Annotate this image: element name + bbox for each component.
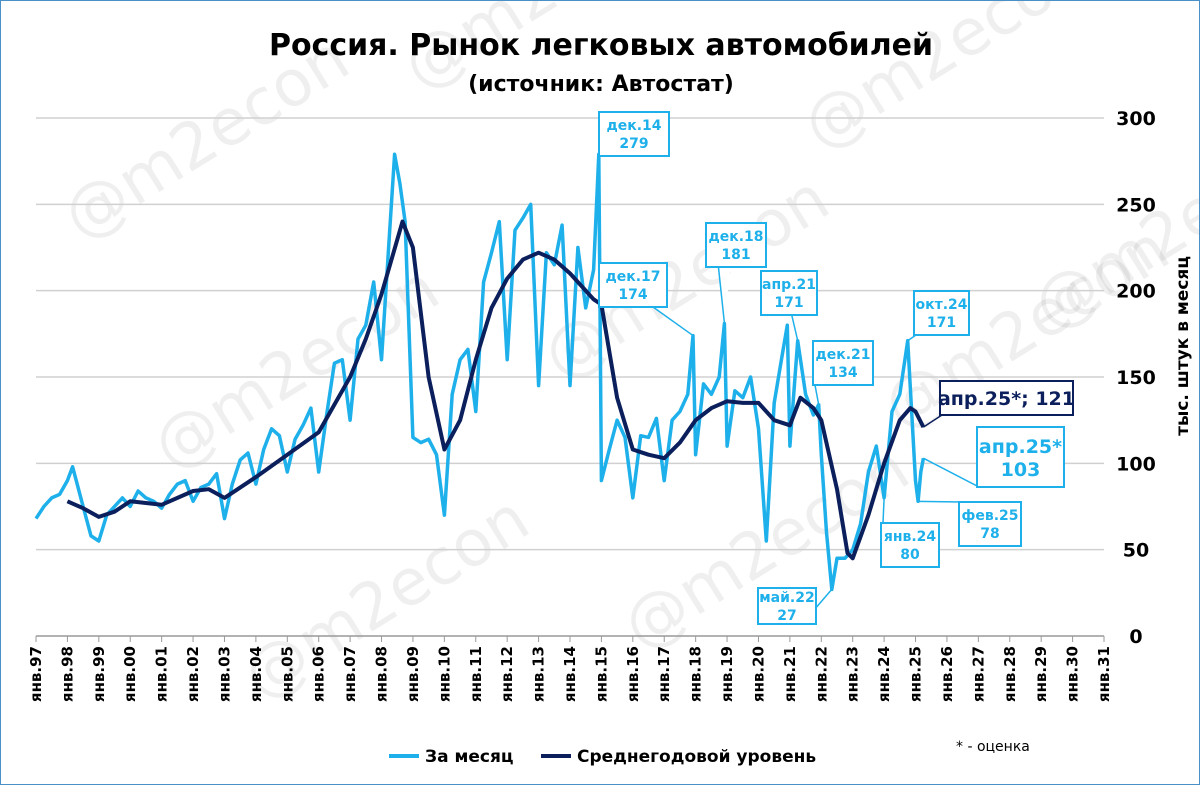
x-tick-label: янв.02 [184,646,202,702]
x-tick-label: янв.08 [373,646,391,702]
annotation-label: янв.24 [884,529,937,545]
x-tick-label: янв.98 [58,646,76,702]
annotation-box [757,587,817,625]
x-tick-label: янв.05 [278,646,296,702]
annotation-label: дек.18 [708,229,763,245]
y-tick-label: 50 [1123,540,1149,562]
annotation-label: окт.24 [915,297,967,313]
chart-subtitle: (источник: Автостат) [468,72,734,97]
annotation-box [705,222,767,268]
annotation-box [598,111,670,157]
x-tick-label: янв.03 [215,646,233,702]
x-tick-label: янв.25 [907,646,925,702]
x-tick-label: янв.22 [812,646,830,702]
annotation-label: апр.25*; 121 [938,388,1075,410]
x-tick-label: янв.27 [969,646,987,702]
annotation-value: 27 [777,608,796,624]
y-tick-label: 250 [1116,194,1156,216]
x-tick-labels: янв.97 янв.98 янв.99 янв.00 янв.01 янв.02 янв.… [27,646,1113,702]
x-tick-label: янв.29 [1032,646,1050,702]
x-tick-label: янв.06 [310,646,328,702]
annotation-label: апр.25* [979,436,1062,458]
y-axis-label: тыс. штук в месяц [1173,256,1193,436]
x-tick-label: янв.21 [781,646,799,702]
y-tick-labels: 0 50 100 150 200 250 300 [1116,108,1156,648]
x-tick-label: янв.26 [938,646,956,702]
y-tick-label: 300 [1116,108,1156,130]
annotation-value: 103 [1001,459,1041,481]
annotation-value: 80 [900,547,920,563]
legend-label-average: Среднегодовой уровень [577,747,816,767]
annotation-value: 171 [774,295,803,311]
legend: За месяц Среднегодовой уровень [389,747,816,767]
x-tick-label: янв.99 [90,646,108,702]
annotation-box [880,522,940,568]
x-tick-label: янв.04 [247,646,265,702]
x-tick-label: янв.18 [687,646,705,702]
y-tick-label: 100 [1116,453,1156,475]
annotation-box [958,501,1022,547]
watermark-text: @m2econ [790,1,1102,165]
x-tick-label: янв.12 [498,646,516,702]
y-tick-label: 200 [1116,281,1156,303]
footnote: * - оценка [956,739,1030,755]
series-lines [34,152,926,592]
x-tick-label: янв.28 [1001,646,1019,702]
annotation-value: 174 [618,287,647,303]
x-tick-label: янв.13 [530,646,548,702]
legend-label-monthly: За месяц [425,747,514,767]
x-tick-label: янв.23 [844,646,862,702]
annotation-value: 181 [721,247,750,263]
annotation-label: май.22 [759,590,815,606]
annotation-box [760,270,818,316]
y-tick-label: 0 [1129,626,1142,648]
watermark: @m2econ @m2econ@m2econ @m2econ @m2econ@m2ec… [50,1,1199,715]
y-tick-label: 150 [1116,367,1156,389]
annotation-label: апр.21 [762,277,816,293]
annotation-value: 171 [927,315,956,331]
x-tick-label: янв.01 [153,646,171,702]
annotation-box [976,426,1065,488]
annotation-box [913,290,970,336]
annotation-value: 134 [828,365,857,381]
annotation-value: 78 [980,526,999,542]
x-tick-label: янв.16 [624,646,642,702]
x-tick-label: янв.00 [121,646,139,702]
annotations: дек.14 279 дек.17 174 дек.18 181 апр.21 171 дек.… [598,111,1075,625]
x-tick-label: янв.14 [561,646,579,702]
x-tick-label: янв.07 [341,646,359,702]
watermark-text: @m2econ [610,432,922,665]
annotation-label: дек.14 [606,118,661,134]
x-tick-label: янв.09 [404,646,422,702]
annotation-label: дек.21 [815,347,870,363]
annotation-value: 279 [619,136,648,152]
x-tick-label: янв.30 [1064,646,1082,702]
annotation-leader [790,314,804,341]
x-tick-label: янв.24 [875,646,893,702]
x-tick-label: янв.10 [435,646,453,702]
annotation-leader [814,384,827,405]
chart-title: Россия. Рынок легковых автомобилей [269,28,933,63]
x-tick-label: янв.11 [467,646,485,702]
x-tick-label: янв.17 [655,646,673,702]
annotation-box [812,340,874,386]
x-tick-label: янв.31 [1095,646,1113,702]
annotation-box [598,262,668,308]
annotation-box [939,380,1074,416]
annotation-label: дек.17 [605,269,660,285]
x-tick-label: янв.20 [749,646,767,702]
annotation-label: фев.25 [961,508,1018,524]
x-tick-label: янв.97 [27,646,45,702]
x-tick-label: янв.15 [592,646,610,702]
x-tick-label: янв.19 [718,646,736,702]
